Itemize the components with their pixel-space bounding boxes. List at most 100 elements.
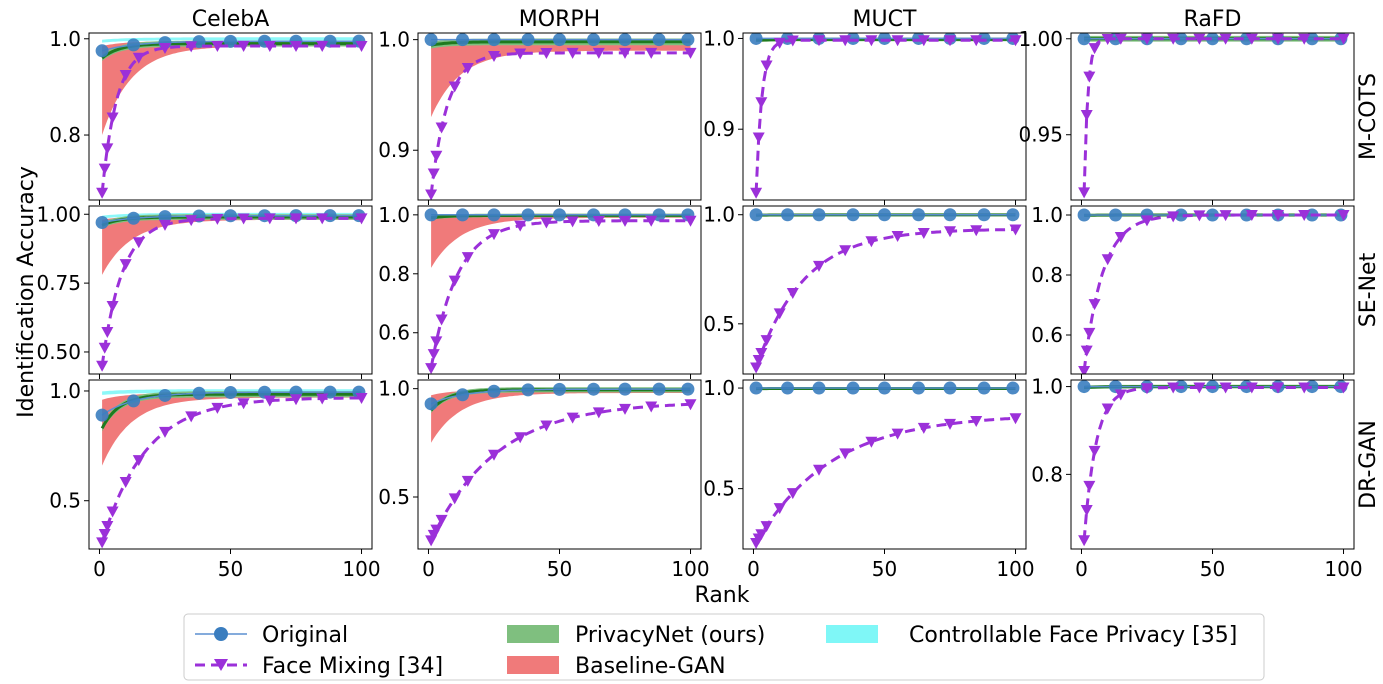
panel-dr-gan-morph-plot-area [424,382,697,547]
x-tick-label: 100 [996,557,1034,581]
panel-se-net-morph: 0.6 0.8 1.0 [378,203,702,379]
original-marker [424,33,438,47]
face-mixing-marker [106,506,119,518]
panel-se-net-muct-plot-area [749,208,1022,374]
original-marker [652,382,666,396]
face-mixing-marker [514,48,527,60]
face-mixing-marker [448,493,461,505]
original-marker [521,208,535,222]
x-tick-label: 50 [218,557,243,581]
face-mixing-marker [1009,35,1022,47]
original-marker [424,397,438,411]
face-mixing-marker [427,168,440,180]
face-mixing-marker [158,426,171,438]
face-mixing-marker [430,524,443,536]
row-title: SE-Net [1356,252,1381,327]
panel-m-cots-muct-frame [742,32,1027,201]
original-marker [553,33,566,47]
face-mixing-line [754,228,1016,368]
original-marker [553,382,566,396]
original-marker [1077,208,1091,222]
face-mixing-marker [101,521,114,533]
original-marker [1077,33,1091,46]
face-mixing-marker [96,360,109,372]
panel-m-cots-celeba-plot-area [95,34,368,199]
face-mixing-line [100,216,362,366]
face-mixing-marker [812,464,825,476]
face-mixing-marker [1245,210,1258,222]
face-mixing-line [754,416,1016,544]
face-mixing-marker [98,528,111,540]
y-tick-label: 1.0 [49,27,81,51]
face-mixing-marker [316,213,329,225]
original-marker [521,383,535,397]
y-tick-label: 1.0 [703,26,735,50]
x-tick-label: 0 [93,557,106,581]
face-mixing-marker [425,363,438,374]
original-marker [812,381,826,395]
original-marker [158,388,172,402]
baseline-gan-band [431,389,691,443]
face-mixing-marker [917,228,930,240]
y-tick-label: 1.0 [1031,203,1063,227]
face-mixing-marker [1114,33,1127,45]
face-mixing-marker [461,475,474,487]
original-marker [553,208,566,222]
panel-se-net-rafd-frame [1070,205,1355,375]
column-title: CelebA [192,7,270,32]
x-axis-label: Rank [695,583,750,608]
original-marker [878,208,891,222]
face-mixing-marker [812,35,825,47]
face-mixing-marker [1080,110,1093,122]
face-mixing-marker [891,231,904,243]
x-tick-label: 0 [1075,557,1088,581]
x-tick-label: 0 [422,557,435,581]
face-mixing-line [1082,386,1344,541]
panel-se-net-celeba: 0.50 0.75 1.00 [36,202,373,379]
panel-m-cots-rafd-plot-area [1077,33,1350,199]
original-marker [487,384,501,398]
face-mixing-marker [132,237,145,249]
face-mixing-marker [1078,366,1091,374]
face-mixing-marker [645,47,658,59]
face-mixing-marker [1245,33,1258,45]
legend: Original Face Mixing [34] PrivacyNet (ou… [183,613,1265,681]
baseline-gan-band [102,215,362,275]
face-mixing-marker [750,362,763,374]
column-title: MUCT [853,7,917,32]
face-mixing-marker [355,213,368,225]
face-mixing-marker [592,215,605,227]
original-marker [487,208,501,222]
panel-se-net-morph-plot-area [424,208,697,374]
face-mixing-marker [1167,211,1180,223]
original-marker [618,382,632,396]
y-tick-label: 1.0 [378,203,410,227]
face-mixing-line [429,51,691,195]
face-mixing-line [429,402,691,541]
x-tick-label: 100 [1324,557,1362,581]
face-mixing-marker [839,35,852,47]
original-marker [127,38,141,52]
face-mixing-marker [684,47,697,59]
face-mixing-marker [619,215,632,227]
face-mixing-marker [263,395,276,407]
face-mixing-marker [1114,389,1127,401]
face-mixing-marker [487,449,500,461]
face-mixing-marker [684,215,697,227]
y-tick-label: 1.0 [378,377,410,401]
face-mixing-marker [211,402,224,414]
face-mixing-marker [1193,210,1206,222]
original-marker [192,386,206,400]
face-mixing-marker [1088,445,1101,457]
face-mixing-marker [435,314,448,326]
face-mixing-marker [1009,413,1022,425]
face-mixing-marker [970,35,983,47]
face-mixing-marker [760,60,773,72]
face-mixing-marker [96,537,109,549]
face-mixing-marker [865,236,878,248]
face-mixing-marker [101,143,114,155]
face-mixing-marker [566,47,579,59]
legend-label-face-mixing: Face Mixing [34] [262,654,443,679]
original-marker [781,208,795,222]
